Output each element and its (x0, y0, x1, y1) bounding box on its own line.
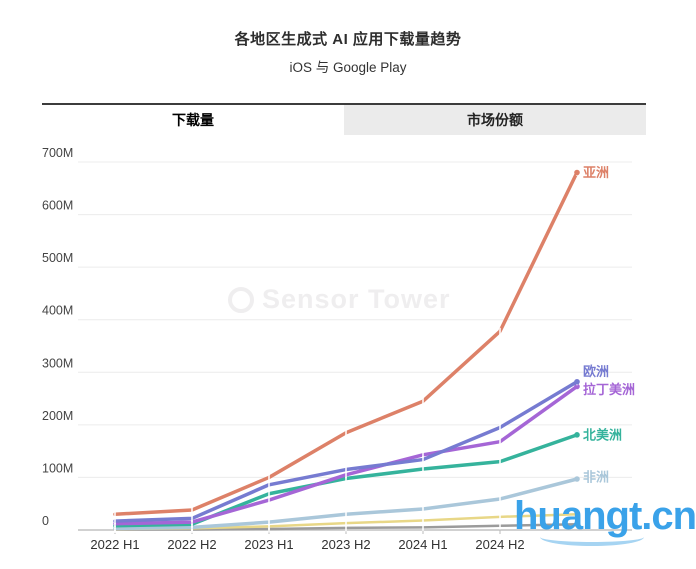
y-tick-label: 100M (42, 461, 73, 475)
series-label-亚洲: 亚洲 (583, 165, 609, 180)
data-point-marker (268, 522, 270, 530)
y-tick-label: 500M (42, 251, 73, 265)
series-label-非洲: 非洲 (583, 470, 609, 485)
tab-bar: 下载量 市场份额 (42, 103, 646, 135)
y-tick-label: 700M (42, 146, 73, 160)
y-tick-label: 300M (42, 356, 73, 370)
data-point-marker (499, 423, 501, 431)
data-point-marker (422, 456, 424, 464)
data-point-marker (345, 466, 347, 474)
y-tick-label: 600M (42, 199, 73, 213)
data-point-marker (499, 522, 501, 530)
site-watermark-underline (540, 528, 644, 546)
data-point-marker (114, 510, 116, 518)
series-line-拉丁美洲[interactable]: 拉丁美洲 (113, 382, 635, 528)
data-point-marker (268, 490, 270, 498)
data-point-marker (499, 513, 501, 521)
data-point-marker (345, 471, 347, 479)
series-end-dot (574, 383, 580, 390)
data-point-marker (268, 481, 270, 489)
data-point-marker (422, 451, 424, 459)
series-end-dot (574, 169, 580, 176)
series-label-拉丁美洲: 拉丁美洲 (583, 382, 635, 397)
chart-title: 各地区生成式 AI 应用下载量趋势 (234, 31, 462, 48)
x-tick-label: 2024 H1 (398, 537, 447, 552)
data-point-marker (191, 518, 193, 526)
data-point-marker (499, 327, 501, 335)
data-point-marker (191, 506, 193, 514)
data-point-marker (422, 505, 424, 513)
y-tick-label: 0 (42, 514, 49, 528)
data-point-marker (345, 524, 347, 532)
x-tick-label: 2024 H2 (475, 537, 524, 552)
data-point-marker (268, 473, 270, 481)
series-end-dot (574, 476, 580, 482)
data-point-marker (499, 458, 501, 466)
data-point-marker (422, 397, 424, 405)
data-point-marker (268, 496, 270, 504)
sensor-tower-watermark: Sensor Tower (228, 284, 451, 315)
data-point-marker (422, 465, 424, 473)
data-point-marker (345, 519, 347, 527)
series-end-dot (574, 511, 580, 518)
data-point-marker (191, 514, 193, 522)
chart-subtitle: iOS 与 Google Play (289, 60, 407, 75)
data-point-marker (422, 517, 424, 525)
data-point-marker (268, 518, 270, 526)
data-point-marker (345, 474, 347, 482)
data-point-marker (345, 510, 347, 518)
x-tick-label: 2023 H2 (321, 537, 370, 552)
data-point-marker (422, 523, 424, 531)
data-point-marker (114, 517, 116, 525)
data-point-marker (345, 429, 347, 437)
data-point-marker (499, 495, 501, 503)
series-label-欧洲: 欧洲 (583, 364, 609, 379)
series-end-dot (574, 378, 580, 385)
series-end-dot (574, 432, 580, 438)
x-tick-label: 2022 H1 (90, 537, 139, 552)
x-tick-label: 2022 H2 (167, 537, 216, 552)
series-end-dot (574, 521, 580, 528)
tab-downloads[interactable]: 下载量 (42, 105, 344, 135)
series-line-亚洲[interactable]: 亚洲 (113, 165, 609, 518)
y-tick-label: 200M (42, 409, 73, 423)
series-label-北美洲: 北美洲 (583, 427, 622, 442)
data-point-marker (499, 438, 501, 446)
series-line-欧洲[interactable]: 欧洲 (113, 364, 609, 525)
y-tick-label: 400M (42, 304, 73, 318)
tab-market-share[interactable]: 市场份额 (344, 105, 646, 135)
sensor-tower-logo-icon (228, 286, 254, 313)
sensor-tower-watermark-text: Sensor Tower (262, 284, 451, 314)
x-tick-label: 2023 H1 (244, 537, 293, 552)
